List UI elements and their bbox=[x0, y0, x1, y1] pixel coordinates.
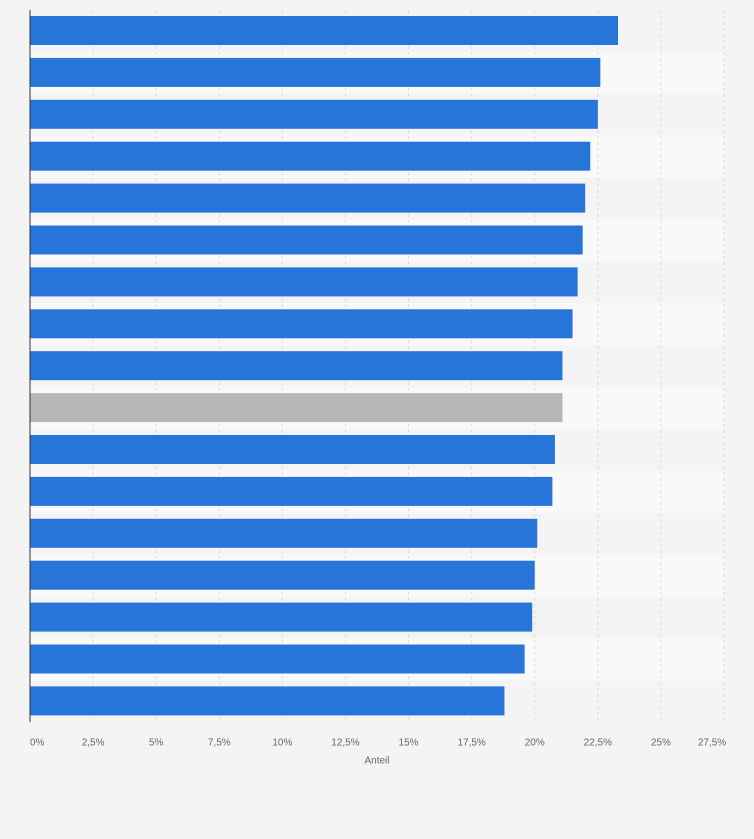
x-tick-label: 2,5% bbox=[82, 737, 105, 748]
bar bbox=[30, 435, 555, 464]
x-tick-label: 22,5% bbox=[584, 737, 612, 748]
x-axis-title: Anteil bbox=[364, 755, 389, 766]
bar bbox=[30, 141, 591, 171]
bar bbox=[30, 518, 538, 548]
x-tick-label: 27,5% bbox=[698, 737, 726, 748]
x-tick-label: 17,5% bbox=[457, 737, 485, 748]
bar bbox=[30, 393, 563, 423]
x-tick-label: 20% bbox=[525, 737, 545, 748]
x-tick-label: 5% bbox=[149, 737, 164, 748]
x-tick-labels: 0% 2,5% 5% 7,5% 10% 12,5% 15% 17,5% 20% 22,5% 25% 2… bbox=[30, 737, 726, 748]
bar bbox=[30, 99, 598, 129]
x-tick-label: 12,5% bbox=[331, 737, 359, 748]
bar bbox=[30, 644, 525, 674]
bar bbox=[30, 16, 619, 45]
bars-group bbox=[30, 16, 619, 716]
x-tick-label: 10% bbox=[272, 737, 292, 748]
bar bbox=[30, 309, 573, 339]
bar bbox=[30, 560, 535, 590]
bar bbox=[30, 183, 586, 213]
bar bbox=[30, 602, 533, 632]
bar bbox=[30, 686, 505, 716]
x-tick-label: 0% bbox=[30, 737, 45, 748]
bar bbox=[30, 351, 563, 381]
x-tick-label: 15% bbox=[399, 737, 419, 748]
x-tick-label: 7,5% bbox=[208, 737, 231, 748]
bar bbox=[30, 225, 583, 255]
x-tick-label: 25% bbox=[651, 737, 671, 748]
bar bbox=[30, 476, 553, 506]
bar bbox=[30, 267, 578, 297]
bar bbox=[30, 57, 601, 87]
